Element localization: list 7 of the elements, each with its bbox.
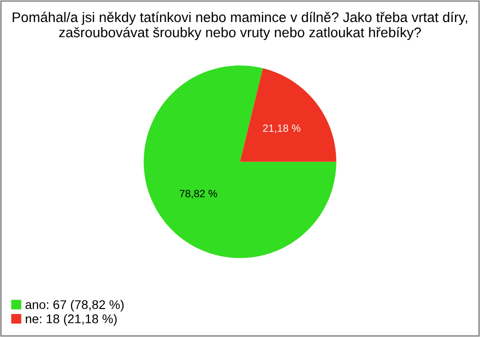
- chart-title: Pomáhal/a jsi někdy tatínkovi nebo mamince v dílně? Jako třeba vrtat díry, zašroubovávat šroubky nebo vruty nebo zatloukat hřebíky?: [12, 12, 468, 40]
- data-label: 21,18 %: [263, 124, 300, 134]
- pie-slice: [144, 65, 336, 258]
- data-label: 78,82 %: [180, 190, 218, 198]
- legend-label: ano: 67 (78,82 %): [26, 300, 124, 312]
- legend-label: ne: 18 (21,18 %): [26, 314, 117, 326]
- pie-slice: [240, 68, 336, 162]
